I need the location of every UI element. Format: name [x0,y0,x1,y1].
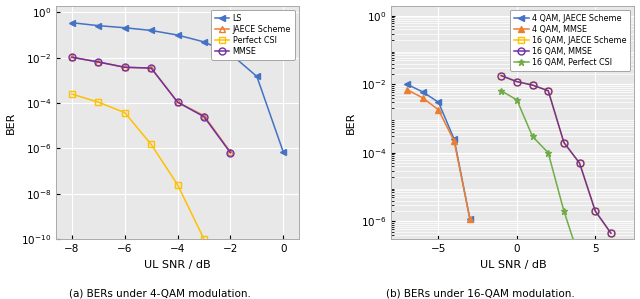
16 QAM, MMSE [545,89,552,92]
16 QAM, JAECE Scheme [545,89,552,92]
JAECE Scheme [174,100,182,104]
16 QAM, JAECE Scheme [497,74,505,77]
Perfect CSI [147,143,155,146]
X-axis label: UL SNR / dB: UL SNR / dB [144,260,211,270]
16 QAM, Perfect CSI [591,257,599,261]
LS [121,26,129,30]
Y-axis label: BER: BER [6,111,15,134]
Legend: 4 QAM, JAECE Scheme, 4 QAM, MMSE, 16 QAM, JAECE Scheme, 16 QAM, MMSE, 16 QAM, Pe: 4 QAM, JAECE Scheme, 4 QAM, MMSE, 16 QAM… [510,10,630,71]
16 QAM, MMSE [560,141,568,144]
Perfect CSI [200,237,208,241]
4 QAM, JAECE Scheme [435,100,442,104]
JAECE Scheme [200,114,208,118]
4 QAM, MMSE [419,96,427,100]
16 QAM, JAECE Scheme [576,161,584,165]
Legend: LS, JAECE Scheme, Perfect CSI, MMSE: LS, JAECE Scheme, Perfect CSI, MMSE [211,10,295,60]
4 QAM, MMSE [451,139,458,143]
16 QAM, JAECE Scheme [529,83,536,87]
4 QAM, JAECE Scheme [466,217,474,220]
16 QAM, Perfect CSI [545,151,552,155]
MMSE [68,56,76,59]
Line: Perfect CSI: Perfect CSI [68,91,207,243]
LS [174,33,182,37]
LS [253,75,260,78]
4 QAM, MMSE [403,88,411,91]
4 QAM, JAECE Scheme [451,138,458,141]
JAECE Scheme [227,150,234,154]
Line: 4 QAM, MMSE: 4 QAM, MMSE [404,86,474,222]
LS [147,29,155,32]
JAECE Scheme [147,66,155,70]
Y-axis label: BER: BER [346,111,355,134]
16 QAM, Perfect CSI [560,209,568,213]
Line: JAECE Scheme: JAECE Scheme [68,54,234,155]
JAECE Scheme [95,60,102,64]
MMSE [200,115,208,119]
16 QAM, MMSE [513,80,521,83]
16 QAM, JAECE Scheme [591,209,599,213]
MMSE [227,151,234,155]
Line: 16 QAM, JAECE Scheme: 16 QAM, JAECE Scheme [498,72,614,237]
LS [280,150,287,154]
Perfect CSI [121,111,129,115]
Perfect CSI [95,100,102,104]
4 QAM, JAECE Scheme [403,83,411,86]
MMSE [147,66,155,70]
Perfect CSI [68,92,76,96]
JAECE Scheme [68,56,76,59]
16 QAM, JAECE Scheme [513,80,521,83]
Line: 16 QAM, MMSE: 16 QAM, MMSE [498,72,614,237]
16 QAM, MMSE [497,74,505,77]
4 QAM, MMSE [435,108,442,112]
LS [95,24,102,28]
MMSE [121,65,129,69]
16 QAM, Perfect CSI [576,257,584,261]
4 QAM, MMSE [466,217,474,220]
4 QAM, JAECE Scheme [419,90,427,94]
16 QAM, MMSE [607,231,615,235]
16 QAM, Perfect CSI [529,135,536,138]
Line: 16 QAM, Perfect CSI: 16 QAM, Perfect CSI [498,87,599,262]
Perfect CSI [174,183,182,187]
LS [68,21,76,25]
Line: 4 QAM, JAECE Scheme: 4 QAM, JAECE Scheme [404,81,474,222]
Text: (a) BERs under 4-QAM modulation.: (a) BERs under 4-QAM modulation. [69,288,251,298]
LS [200,40,208,44]
16 QAM, Perfect CSI [513,98,521,102]
16 QAM, MMSE [529,83,536,87]
16 QAM, MMSE [591,209,599,213]
16 QAM, MMSE [576,161,584,165]
16 QAM, JAECE Scheme [607,231,615,235]
LS [227,52,234,56]
JAECE Scheme [121,65,129,69]
Line: LS: LS [68,19,287,155]
16 QAM, JAECE Scheme [560,141,568,144]
X-axis label: UL SNR / dB: UL SNR / dB [479,260,547,270]
Text: (b) BERs under 16-QAM modulation.: (b) BERs under 16-QAM modulation. [386,288,574,298]
MMSE [174,100,182,104]
16 QAM, Perfect CSI [497,89,505,92]
MMSE [95,60,102,64]
Line: MMSE: MMSE [68,54,234,156]
